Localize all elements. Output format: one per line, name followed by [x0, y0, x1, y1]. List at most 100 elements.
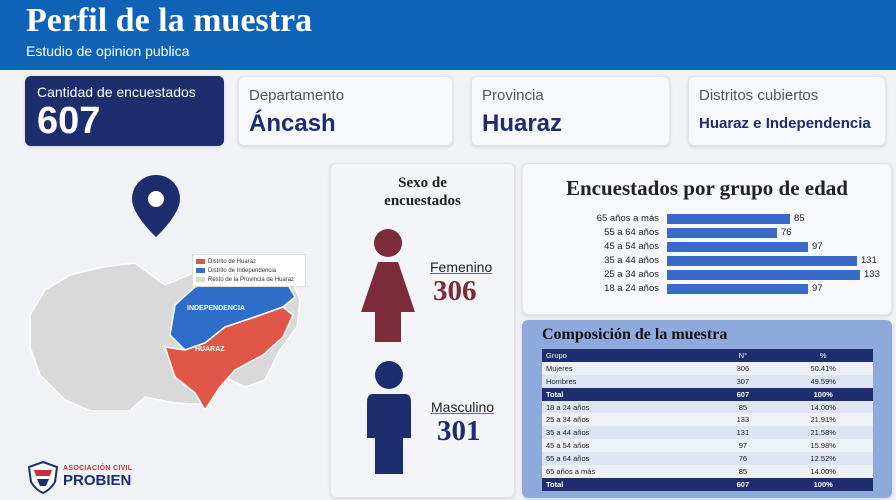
table-cell-n: 85 [712, 400, 774, 414]
age-value-label: 76 [781, 227, 792, 238]
male-value: 301 [437, 415, 481, 447]
map-label-independencia: INDEPENDENCIA [187, 305, 245, 312]
age-category-label: 45 a 54 años [604, 241, 659, 252]
departamento-card: Departamento Áncash [238, 76, 453, 146]
male-label: Masculino [431, 399, 495, 415]
table-total-row: Total 607 100% [542, 477, 873, 491]
table-cell-n: 76 [712, 452, 774, 466]
table-row: 18 a 24 años 85 14.00% [542, 400, 873, 414]
legend-swatch [196, 259, 205, 264]
table-cell-pct: 100% [773, 387, 873, 401]
table-cell-grupo: 45 a 54 años [542, 439, 713, 453]
table-cell-grupo: 55 a 64 años [542, 452, 713, 466]
province-map: INDEPENDENCIA HUARAZ [25, 165, 320, 416]
legend-swatch [196, 277, 205, 282]
total-respondents-label: Cantidad de encuestados [37, 84, 196, 100]
table-cell-n: 97 [712, 439, 774, 453]
table-cell-pct: 12.52% [773, 452, 873, 466]
table-cell-n: 607 [712, 387, 774, 401]
table-cell-n: 85 [712, 465, 774, 478]
distritos-card: Distritos cubiertos Huaraz e Independenc… [688, 76, 886, 146]
table-row: 25 a 34 años 133 21.91% [542, 413, 873, 427]
provincia-card: Provincia Huaraz [471, 76, 670, 146]
table-cell-pct: 21.91% [773, 413, 873, 427]
table-cell-n: 307 [712, 374, 774, 388]
table-cell-grupo: Total [542, 477, 713, 491]
age-bar [667, 228, 777, 238]
table-row: Mujeres 306 50.41% [542, 361, 873, 375]
legend-label: Distrito de Huaraz [208, 258, 257, 265]
age-bar [667, 214, 790, 224]
age-bar-row: 45 a 54 años 97 [523, 240, 893, 254]
table-cell-pct: 50.41% [773, 361, 873, 375]
age-chart-card: Encuestados por grupo de edad 65 años a … [522, 163, 892, 315]
table-row: 65 años a más 85 14.00% [542, 465, 873, 478]
table-row: 35 a 44 años 131 21.58% [542, 426, 873, 440]
huaraz-district-shape [163, 306, 294, 412]
table-row: 45 a 54 años 97 15.98% [542, 439, 873, 453]
female-icon [361, 229, 415, 342]
age-bar-row: 55 a 64 años 76 [523, 226, 893, 240]
table-cell-n: 607 [712, 477, 774, 491]
age-chart-title: Encuestados por grupo de edad [565, 176, 848, 200]
table-cell-n: 131 [712, 426, 774, 440]
age-category-label: 35 a 44 años [604, 255, 659, 266]
table-cell-grupo: Total [542, 387, 713, 401]
age-bar [667, 270, 860, 280]
table-cell-grupo: 25 a 34 años [542, 413, 713, 427]
map-label-huaraz: HUARAZ [195, 346, 225, 353]
sex-title-line1: Sexo de [398, 175, 447, 191]
page-header: Perfil de la muestra Estudio de opinion … [0, 0, 896, 70]
table-cell-grupo: 18 a 24 años [542, 400, 713, 414]
age-value-label: 131 [861, 255, 877, 266]
age-bar-row: 18 a 24 años 97 [523, 282, 893, 296]
composition-table: Grupo N° % Mujeres 306 50.41% Hombres 307 49.… [542, 349, 873, 491]
table-cell-pct: 14.00% [773, 465, 873, 478]
table-cell-pct: 100% [773, 477, 873, 491]
header-n: N° [712, 349, 774, 362]
logo-line1: ASOCIACIÓN CIVIL [63, 465, 133, 472]
composition-table-body: Mujeres 306 50.41% Hombres 307 49.59% Total 607… [542, 361, 873, 491]
total-respondents-card: Cantidad de encuestados 607 [25, 76, 224, 146]
logo-line2: PROBIEN [63, 472, 132, 489]
page-title: Perfil de la muestra [26, 2, 313, 39]
age-category-label: 65 años a más [596, 213, 659, 224]
map-legend: Distrito de Huaraz Distrito de Independe… [192, 254, 306, 287]
sex-card: Sexo de encuestados Femenino 306 Masculi… [330, 163, 515, 498]
provincia-label: Provincia [482, 87, 544, 104]
table-row: 55 a 64 años 76 12.52% [542, 452, 873, 466]
age-bar-row: 65 años a más 85 [523, 212, 893, 226]
legend-label: Resto de la Provincia de Huaraz [208, 276, 295, 283]
age-bar-row: 25 a 34 años 133 [523, 268, 893, 282]
page-subtitle: Estudio de opinion publica [26, 43, 190, 59]
female-label: Femenino [430, 259, 493, 275]
table-total-row: Total 607 100% [542, 387, 873, 401]
table-cell-grupo: Hombres [542, 374, 713, 388]
legend-swatch [196, 268, 205, 273]
sex-card-title: Sexo de encuestados [331, 174, 514, 210]
table-cell-grupo: 65 años a más [542, 465, 713, 478]
table-cell-n: 306 [712, 361, 774, 375]
location-pin-icon [132, 175, 180, 237]
table-cell-grupo: Mujeres [542, 361, 713, 375]
header-pct: % [773, 349, 873, 362]
age-value-label: 85 [794, 213, 805, 224]
age-bar-row: 35 a 44 años 131 [523, 254, 893, 268]
legend-item-rest: Resto de la Provincia de Huaraz [196, 275, 302, 284]
distritos-label: Distritos cubiertos [699, 87, 819, 104]
total-respondents-value: 607 [37, 100, 101, 142]
age-category-label: 25 a 34 años [604, 269, 659, 280]
age-bar [667, 256, 857, 266]
table-cell-grupo: 35 a 44 años [542, 426, 713, 440]
table-cell-n: 133 [712, 413, 774, 427]
provincia-value: Huaraz [482, 110, 563, 137]
shield-icon [27, 460, 59, 494]
male-icon [367, 361, 411, 474]
age-category-label: 18 a 24 años [604, 283, 659, 294]
age-category-label: 55 a 64 años [604, 227, 659, 238]
age-value-label: 97 [812, 241, 823, 252]
departamento-label: Departamento [249, 87, 345, 104]
table-cell-pct: 14.00% [773, 400, 873, 414]
legend-item-independencia: Distrito de Independencia [196, 266, 302, 275]
header-grupo: Grupo [542, 349, 713, 362]
